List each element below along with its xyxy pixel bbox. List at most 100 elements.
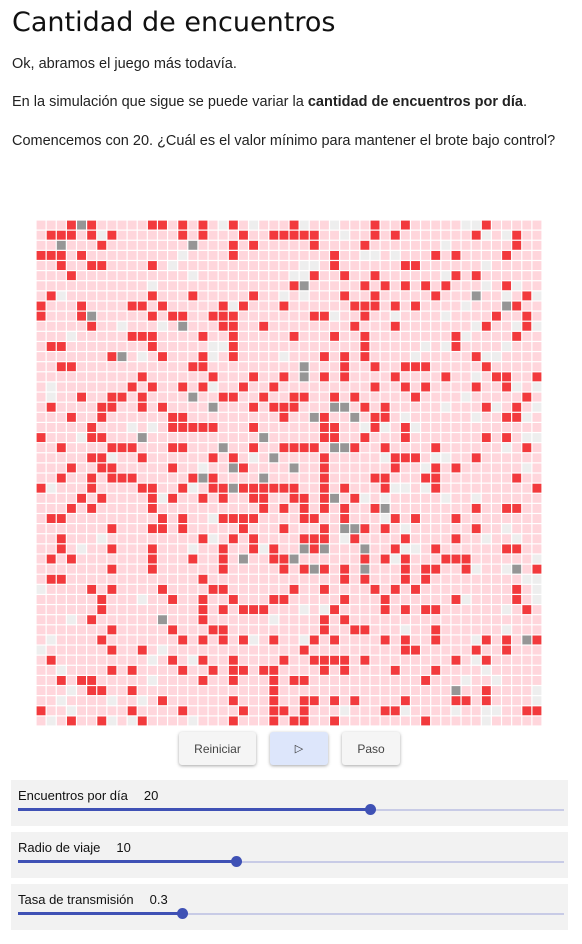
grid-cell [421, 342, 431, 351]
grid-cell [340, 463, 350, 473]
grid-cell [340, 443, 350, 453]
grid-cell [441, 250, 451, 260]
grid-cell [309, 686, 319, 696]
grid-cell [481, 615, 491, 625]
grid-cell [228, 493, 238, 503]
grid-cell [319, 605, 329, 615]
grid-cell [97, 595, 107, 604]
grid-cell [481, 655, 491, 665]
grid-cell [360, 331, 370, 341]
grid-cell [370, 301, 380, 311]
play-button[interactable]: ▷ [270, 732, 328, 765]
grid-cell [390, 524, 400, 534]
grid-cell [36, 311, 46, 321]
grid-cell [66, 382, 76, 392]
slider-track[interactable] [18, 861, 564, 863]
grid-cell [188, 534, 198, 544]
slider-track[interactable] [18, 913, 564, 915]
grid-cell [350, 696, 360, 706]
grid-cell [299, 412, 309, 422]
grid-cell [269, 342, 279, 351]
grid-cell [46, 240, 56, 250]
grid-cell [360, 392, 370, 402]
grid-cell [400, 281, 410, 291]
grid-cell [249, 503, 259, 513]
grid-cell [269, 554, 279, 564]
grid-cell [208, 423, 218, 432]
grid-cell [158, 291, 167, 301]
grid-cell [46, 635, 56, 645]
grid-cell [441, 514, 451, 523]
grid-cell [370, 220, 380, 230]
grid-cell [188, 503, 198, 513]
grid-cell [309, 443, 319, 453]
grid-cell [340, 372, 350, 382]
grid-cell [502, 261, 512, 270]
slider-thumb[interactable] [365, 804, 377, 815]
grid-cell [431, 524, 441, 534]
grid-cell [178, 342, 188, 351]
grid-cell [502, 655, 512, 665]
grid-cell [66, 473, 76, 483]
grid-cell [188, 301, 198, 311]
grid-cell [178, 595, 188, 604]
grid-cell [198, 655, 208, 665]
grid-cell [532, 625, 542, 635]
grid-cell [117, 443, 127, 453]
grid-cell [188, 402, 198, 412]
grid-cell [66, 331, 76, 341]
grid-cell [309, 433, 319, 443]
grid-cell [461, 372, 471, 382]
grid-cell [228, 271, 238, 281]
grid-cell [441, 261, 451, 270]
grid-cell [421, 220, 431, 230]
grid-cell [178, 655, 188, 665]
grid-cell [451, 635, 461, 645]
grid-cell [471, 595, 481, 604]
grid-cell [400, 291, 410, 301]
grid-cell [137, 240, 147, 250]
grid-cell [471, 554, 481, 564]
grid-cell [168, 696, 178, 706]
grid-cell [147, 321, 157, 331]
grid-cell [77, 595, 86, 604]
step-button[interactable]: Paso [342, 732, 400, 765]
grid-cell [390, 493, 400, 503]
grid-cell [137, 574, 147, 584]
grid-cell [481, 453, 491, 463]
grid-cell [137, 372, 147, 382]
grid-cell [502, 574, 512, 584]
grid-cell [370, 665, 380, 675]
grid-cell [137, 615, 147, 625]
grid-cell [319, 564, 329, 574]
grid-cell [147, 301, 157, 311]
grid-cell [259, 595, 269, 604]
reset-button[interactable]: Reiniciar [179, 732, 256, 765]
grid-cell [259, 655, 269, 665]
grid-cell [158, 655, 167, 665]
grid-cell [400, 554, 410, 564]
grid-cell [289, 433, 299, 443]
grid-cell [532, 271, 542, 281]
grid-cell [249, 676, 259, 685]
grid-cell [340, 645, 350, 655]
grid-cell [330, 524, 339, 534]
grid-cell [309, 696, 319, 706]
grid-cell [330, 230, 339, 240]
grid-cell [390, 574, 400, 584]
grid-cell [269, 615, 279, 625]
slider-name: Tasa de transmisión [18, 892, 134, 907]
grid-cell [289, 412, 299, 422]
slider-thumb[interactable] [231, 856, 243, 867]
grid-cell [461, 615, 471, 625]
grid-cell [350, 220, 360, 230]
grid-cell [66, 584, 76, 594]
grid-cell [441, 483, 451, 493]
grid-cell [451, 625, 461, 635]
grid-cell [421, 301, 431, 311]
grid-cell [411, 686, 420, 696]
grid-cell [461, 331, 471, 341]
slider-thumb[interactable] [176, 908, 188, 919]
grid-cell [431, 706, 441, 716]
grid-cell [370, 605, 380, 615]
